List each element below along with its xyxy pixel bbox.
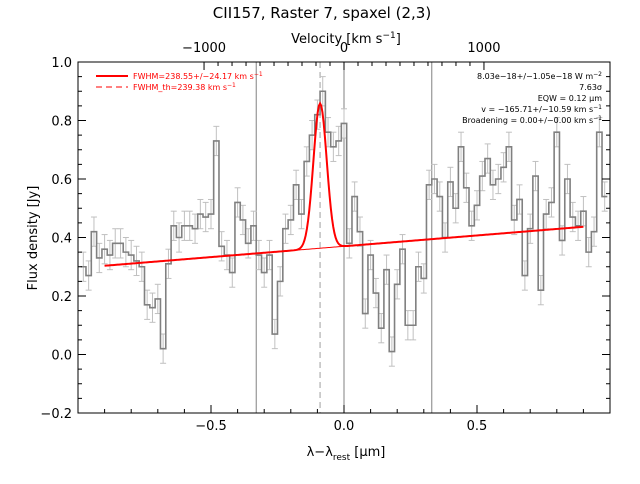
y-tick-label: 1.0 bbox=[51, 56, 72, 71]
annotation-eqw-main: EQW = 0.12 μm bbox=[538, 94, 602, 103]
annotation-sigma: 7.63σ bbox=[579, 83, 602, 92]
top-axis-label-main: Velocity [km s bbox=[291, 32, 383, 47]
bottom-tick-label: 0.0 bbox=[334, 419, 355, 434]
gaussian-fit-line bbox=[104, 101, 584, 267]
bottom-axis-label-sub: rest bbox=[333, 453, 351, 463]
legend-label-fwhm-th: FWHM_th=239.38 km s−1 bbox=[133, 82, 236, 92]
legend-label-fwhm: FWHM=238.55+/−24.17 km s−1 bbox=[133, 71, 263, 81]
y-tick-label: 0.4 bbox=[51, 232, 72, 247]
top-tick-label: 0 bbox=[340, 41, 348, 56]
top-axis-label-sup: −1 bbox=[382, 31, 395, 41]
annotation-velocity-sup: −1 bbox=[593, 104, 602, 111]
chart-title: CII157, Raster 7, spaxel (2,3) bbox=[213, 4, 431, 22]
y-axis-label: Flux density [Jy] bbox=[26, 186, 41, 291]
thermal-fit-line bbox=[288, 102, 353, 252]
legend-label-fwhm-main: FWHM=238.55+/−24.17 km s bbox=[133, 72, 254, 81]
y-tick-label: 0.0 bbox=[51, 349, 72, 364]
annotation-sigma-main: 7.63σ bbox=[579, 83, 602, 92]
bottom-axis-label-unit: [μm] bbox=[350, 445, 385, 460]
y-tick-label: 0.2 bbox=[51, 290, 72, 305]
annotation-eqw: EQW = 0.12 μm bbox=[538, 94, 602, 103]
annotation-broadening-main: Broadening = 0.00+/−0.00 km s bbox=[462, 116, 593, 125]
bottom-tick-label: −0.5 bbox=[195, 419, 227, 434]
legend-label-fwhm-th-main: FWHM_th=239.38 km s bbox=[133, 83, 227, 92]
legend: FWHM=238.55+/−24.17 km s−1 FWHM_th=239.3… bbox=[96, 71, 263, 92]
top-axis-label: Velocity [km s−1] bbox=[291, 31, 401, 47]
annotation-flux: 8.03e−18+/−1.05e−18 W m−2 bbox=[477, 71, 602, 81]
annotation-velocity: v = −165.71+/−10.59 km s−1 bbox=[481, 104, 602, 114]
bottom-axis-label-main: λ−λ bbox=[307, 445, 334, 460]
plot-area: −0.5 0.0 0.5 −1000 0 1000 −0.2 0.0 0.2 0.4 0.6 0.8 1… bbox=[40, 41, 611, 434]
annotation-flux-main: 8.03e−18+/−1.05e−18 W m bbox=[477, 72, 593, 81]
annotation-velocity-main: v = −165.71+/−10.59 km s bbox=[481, 105, 593, 114]
bottom-axis-label: λ−λrest [μm] bbox=[307, 445, 386, 463]
legend-label-fwhm-th-sup: −1 bbox=[227, 82, 236, 89]
annotation-flux-sup: −2 bbox=[593, 71, 602, 78]
y-tick-label: −0.2 bbox=[40, 407, 72, 422]
bottom-tick-label: 0.5 bbox=[467, 419, 488, 434]
legend-label-fwhm-sup: −1 bbox=[254, 71, 263, 78]
annotation-broadening-sup: −1 bbox=[593, 115, 602, 122]
y-tick-label: 0.6 bbox=[51, 173, 72, 188]
y-tick-label: 0.8 bbox=[51, 115, 72, 130]
top-tick-label: 1000 bbox=[467, 41, 500, 56]
annotation-broadening: Broadening = 0.00+/−0.00 km s−1 bbox=[462, 115, 602, 125]
top-axis-label-end: ] bbox=[396, 32, 401, 47]
annotations: 8.03e−18+/−1.05e−18 W m−2 7.63σ EQW = 0.… bbox=[462, 71, 602, 125]
top-tick-label: −1000 bbox=[182, 41, 226, 56]
flux-histogram bbox=[80, 90, 608, 353]
